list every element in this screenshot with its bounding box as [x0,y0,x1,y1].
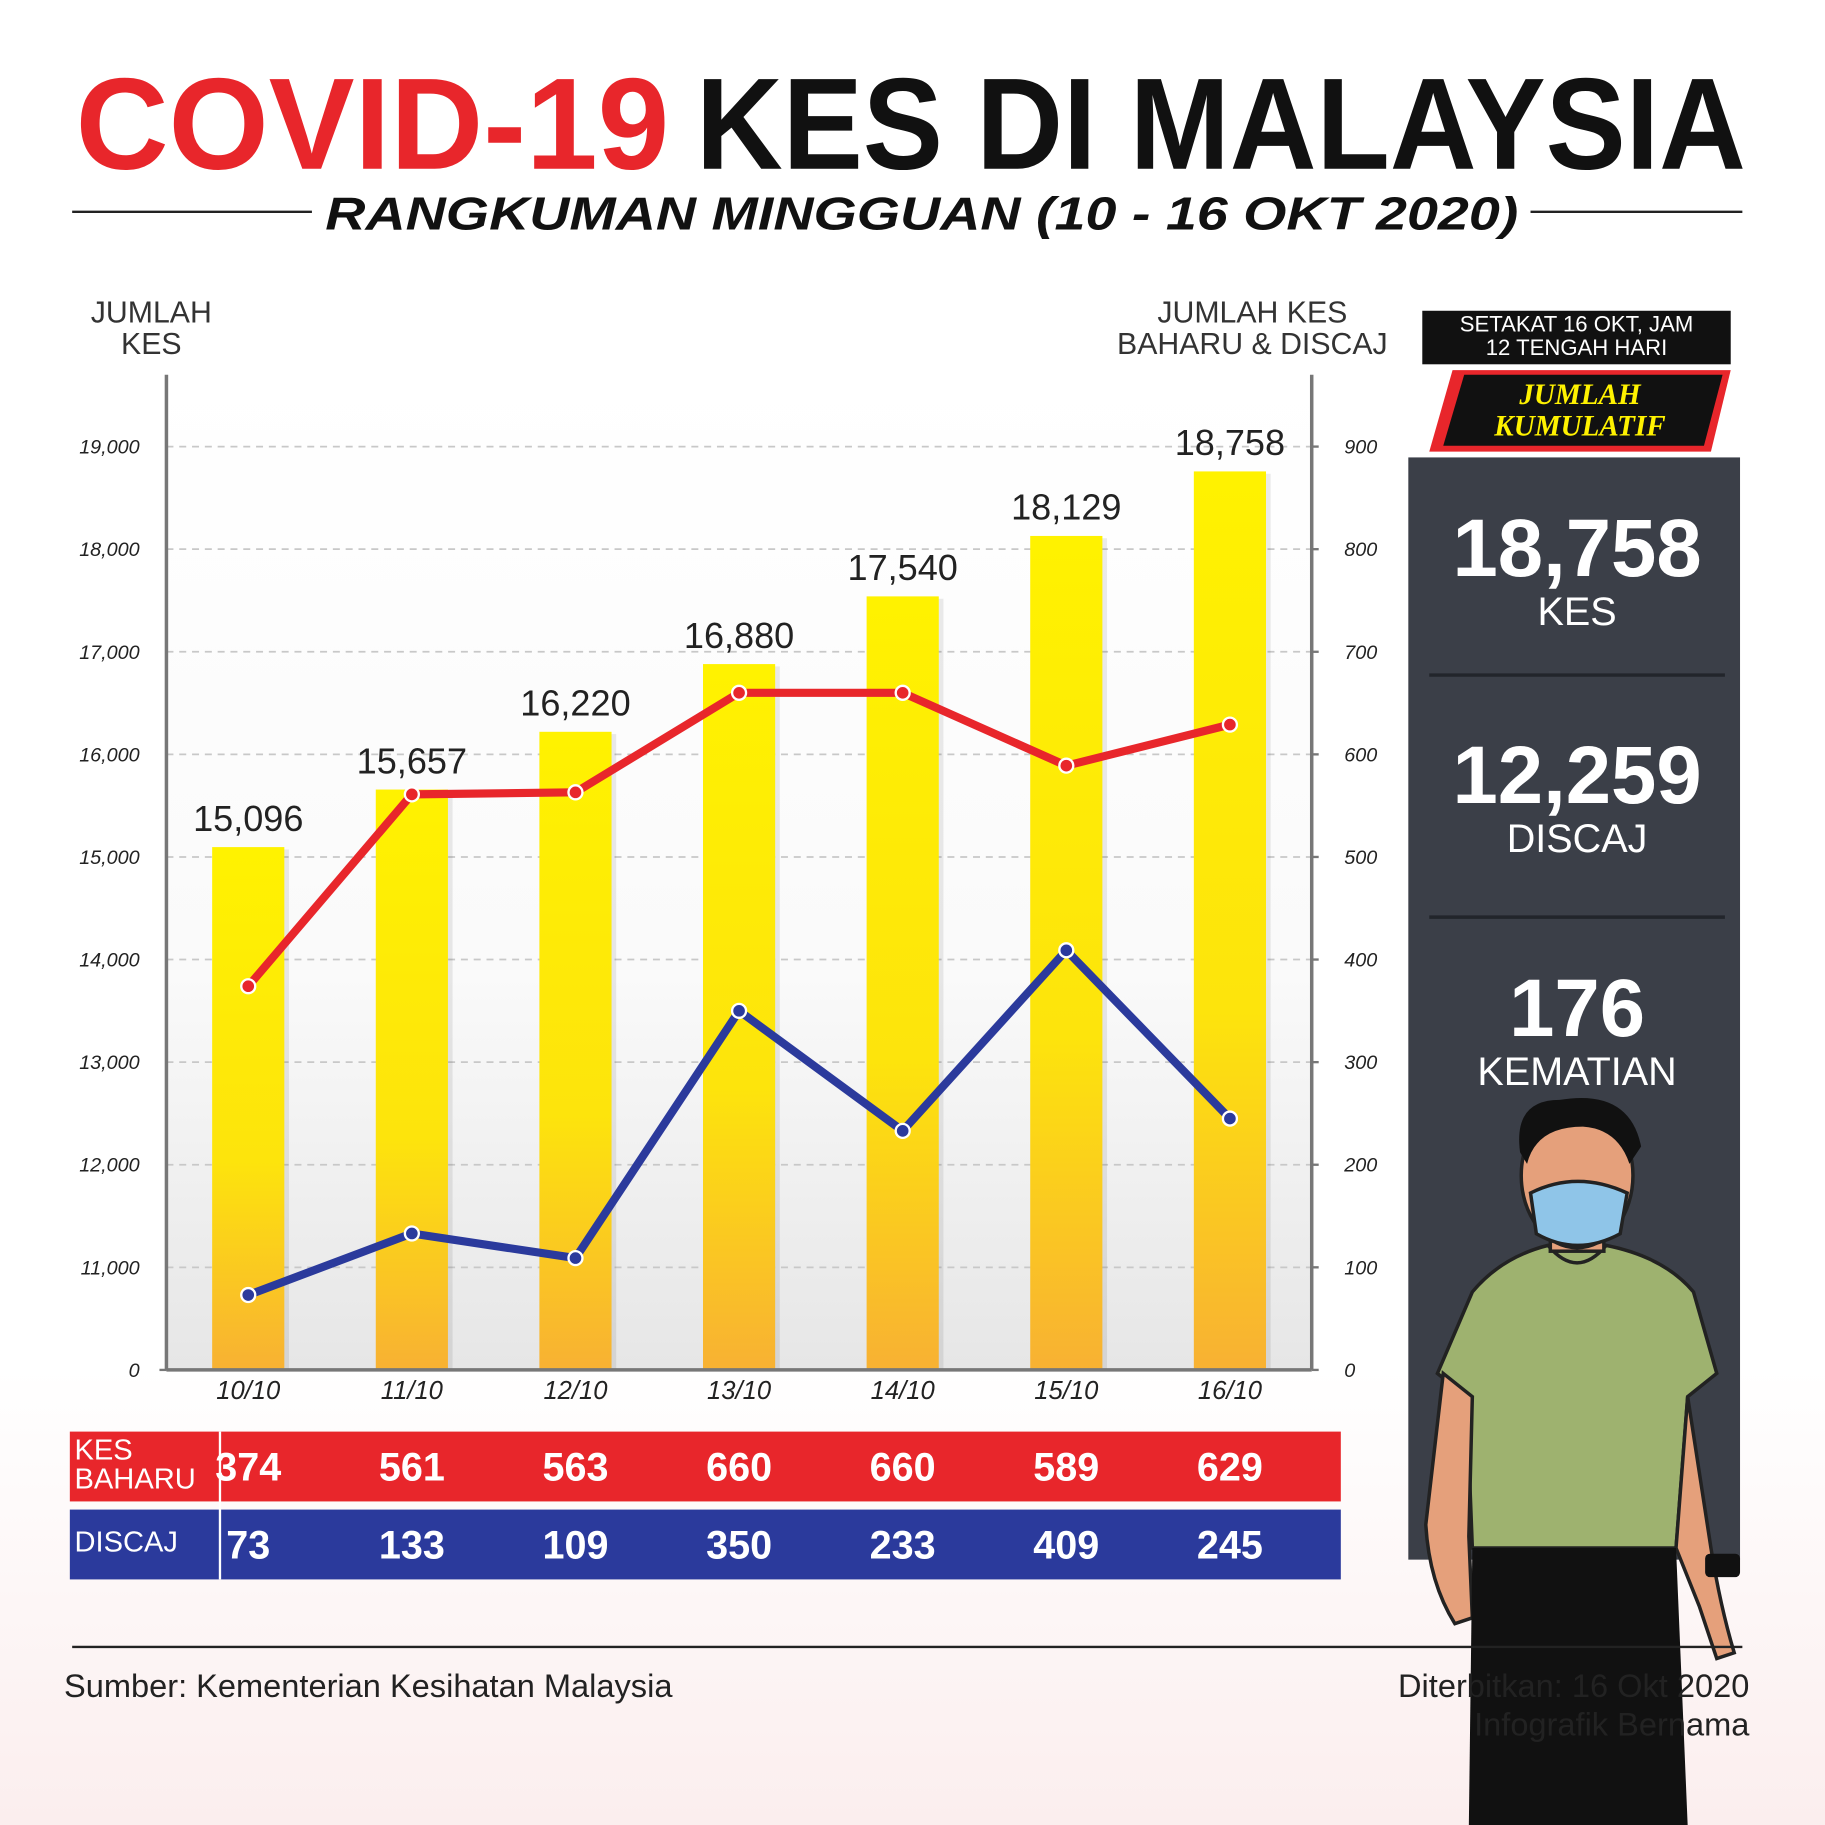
stat-value: 12,259 [1452,730,1701,821]
table-value: 409 [1033,1523,1099,1567]
y-tick-label: 19,000 [79,437,139,459]
note-box [1422,310,1731,365]
y2-tick-label: 500 [1344,847,1377,869]
y-axis-label: KES [121,328,182,361]
bar-value-label: 17,540 [848,547,958,588]
table-value: 374 [215,1445,281,1489]
line-point [1058,757,1075,774]
table-value: 660 [706,1445,772,1489]
stat-value: 18,758 [1452,503,1701,594]
bar-value-label: 15,096 [193,798,303,839]
note-holder: SETAKAT 16 OKT, JAM 12 TENGAH HARI [1459,313,1694,361]
y-tick-label: 14,000 [79,950,139,972]
stat-value: 176 [1509,963,1645,1054]
table-value: 109 [542,1523,608,1567]
y2-axis-label: BAHARU & DISCAJ [1117,328,1388,361]
x-tick-label: 13/10 [707,1377,772,1405]
table-row-label: DISCAJ [74,1528,178,1559]
line-point [403,786,421,803]
line-point [730,1002,748,1019]
y2-tick-label: 900 [1344,437,1377,459]
credit: Infografik Bernama [1474,1706,1750,1742]
table-value: 133 [379,1523,445,1567]
title-red: COVID-19 [76,51,670,197]
x-tick-label: 12/10 [543,1377,608,1405]
y-tick-label: 18,000 [79,539,139,561]
stat-label: KEMATIAN [1477,1050,1676,1094]
table-value: 629 [1197,1445,1263,1489]
x-tick-label: 11/10 [381,1377,444,1405]
bar-value-label: 16,880 [684,615,794,656]
y2-tick-label: 700 [1344,642,1377,664]
line-point [730,684,748,701]
bar [866,596,939,1370]
table-value: 660 [870,1445,936,1489]
table-row-bg [69,1509,1341,1580]
table-row-bg [69,1431,1341,1502]
line-point [240,978,257,995]
bar-value-label: 18,758 [1175,422,1285,463]
y2-tick-label: 800 [1344,539,1377,561]
stat-label: KES [1538,590,1617,634]
y-tick-label: 17,000 [79,642,139,664]
y2-tick-label: 0 [1344,1360,1355,1382]
y2-tick-label: 400 [1344,950,1377,972]
heading-holder: JUMLAH KUMULATIF [1494,379,1666,443]
bar [539,731,612,1370]
table-value: 563 [542,1445,608,1489]
y-tick-label: 12,000 [79,1155,139,1177]
line-point [403,1225,421,1242]
x-tick-label: 10/10 [216,1377,281,1405]
y-tick-label: 16,000 [79,744,139,766]
heading-bg [1443,374,1723,446]
x-tick-label: 15/10 [1034,1377,1099,1405]
table-value: 245 [1197,1523,1263,1567]
y-tick-label: 0 [129,1360,140,1382]
bar-value-label: 15,657 [357,740,467,781]
line-point [1058,942,1075,959]
x-tick-label: 16/10 [1198,1377,1263,1405]
stat-label: DISCAJ [1507,817,1648,861]
y2-tick-label: 200 [1343,1155,1377,1177]
y-tick-label: 15,000 [79,847,139,869]
line-point [1221,1110,1239,1127]
line-point [240,1286,257,1304]
published: Diterbitkan: 16 Okt 2020 [1398,1668,1749,1704]
table-value: 589 [1033,1445,1099,1489]
plot: 15,096 15,657 16,220 16,880 17,540 18,129 18,7… [159,422,1312,1372]
bar-value-label: 16,220 [520,683,630,724]
y2-tick-label: 300 [1344,1052,1377,1074]
y-tick-label: 11,000 [81,1257,140,1279]
y2-tick-label: 100 [1344,1257,1377,1279]
bar [1193,471,1266,1370]
bar [375,789,448,1370]
line-point [1221,716,1239,733]
bar-value-label: 18,129 [1011,487,1121,528]
side-heading: JUMLAH KUMULATIF [1494,379,1666,443]
table-value: 350 [706,1523,772,1567]
table-row-label-holder: KES BAHARU [74,1436,196,1496]
table-value: 561 [379,1445,445,1489]
line-point [894,684,911,701]
y-tick-label: 13,000 [79,1052,139,1074]
table-value: 233 [870,1523,936,1567]
subtitle: RANGKUMAN MINGGUAN (10 - 16 OKT 2020) [325,187,1518,239]
side-note: SETAKAT 16 OKT, JAM 12 TENGAH HARI [1459,313,1694,361]
x-tick-label: 14/10 [871,1377,936,1405]
table-value: 73 [226,1523,270,1567]
y2-axis-label: JUMLAH KES [1157,296,1347,329]
y-axis-label: JUMLAH [91,296,212,329]
y2-tick-label: 600 [1344,744,1377,766]
line-point [567,784,584,801]
line-point [894,1122,911,1140]
table-row-label: KES BAHARU [74,1436,196,1496]
title-black: KES DI MALAYSIA [696,51,1746,197]
line-point [567,1249,584,1267]
source: Sumber: Kementerian Kesihatan Malaysia [64,1668,673,1704]
table-row-label-holder: DISCAJ [74,1528,178,1559]
person-illustration [1424,1097,1741,1825]
